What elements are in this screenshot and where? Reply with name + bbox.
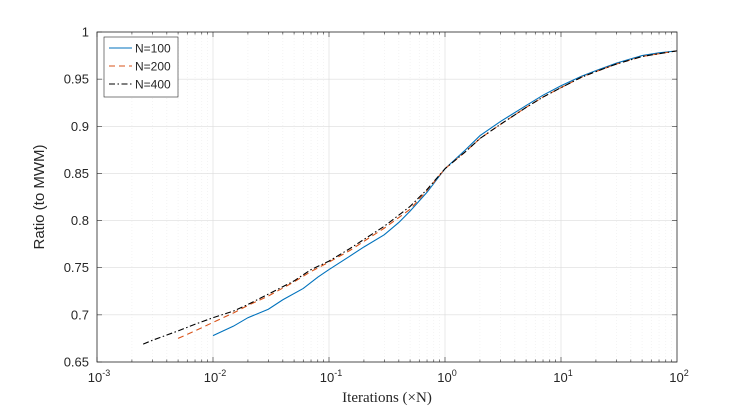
axis-ticks: 0.65 0.7 0.75 0.8 0.85 0.9 0.95 1 10-3 10-2 10-1 10… xyxy=(64,25,689,386)
y-tick-label: 0.9 xyxy=(71,119,89,134)
series-line-3 xyxy=(142,50,678,345)
y-tick-label: 0.65 xyxy=(64,355,89,370)
legend-box xyxy=(103,36,179,98)
legend-label: N=400 xyxy=(135,78,171,92)
y-tick-label: 0.75 xyxy=(64,260,89,275)
x-tick-label: 100 xyxy=(437,368,456,385)
x-tick-label: 102 xyxy=(669,368,688,385)
grid xyxy=(96,31,677,363)
y-tick-label: 0.95 xyxy=(64,72,89,87)
y-tick-label: 1 xyxy=(82,25,89,40)
legend: N=100 N=200 N=400 xyxy=(103,36,179,98)
plot-area-border xyxy=(96,31,678,363)
y-tick-label: 0.8 xyxy=(71,213,89,228)
series-lines xyxy=(142,50,678,345)
x-tick-label: 10-3 xyxy=(88,368,110,385)
x-axis-label: Iterations (×N) xyxy=(342,390,432,406)
x-tick-label: 10-1 xyxy=(320,368,342,385)
y-tick-label: 0.7 xyxy=(71,307,89,322)
series-line-1 xyxy=(212,50,678,337)
y-axis-label: Ratio (to MWM) xyxy=(31,144,48,249)
legend-label: N=100 xyxy=(135,42,171,56)
x-tick-label: 10-2 xyxy=(204,368,226,385)
x-tick-label: 101 xyxy=(553,368,572,385)
legend-label: N=200 xyxy=(135,60,171,74)
y-tick-label: 0.85 xyxy=(64,166,89,181)
